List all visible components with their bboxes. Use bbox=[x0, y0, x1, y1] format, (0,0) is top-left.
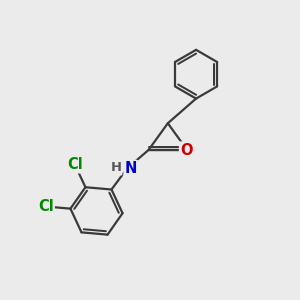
Text: Cl: Cl bbox=[67, 158, 83, 172]
Text: H: H bbox=[110, 161, 121, 174]
Text: Cl: Cl bbox=[38, 199, 54, 214]
Text: O: O bbox=[180, 142, 193, 158]
Text: N: N bbox=[124, 161, 137, 176]
